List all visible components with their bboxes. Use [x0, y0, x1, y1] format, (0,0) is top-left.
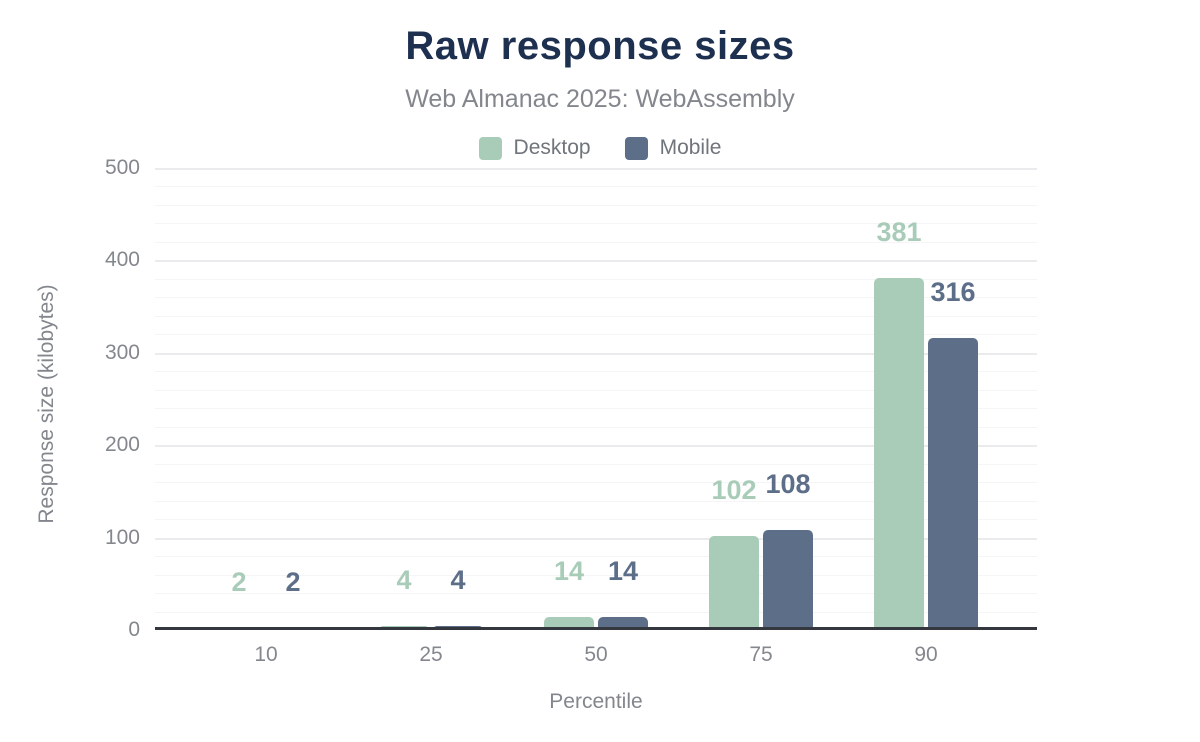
x-tick-label-90: 90	[914, 643, 938, 666]
gridline-minor-260	[155, 390, 1037, 391]
x-axis-title: Percentile	[549, 690, 643, 713]
data-label-mobile-p75: 108	[765, 469, 811, 499]
data-label-desktop-p25: 4	[396, 565, 412, 595]
bar-mobile-p50	[598, 617, 648, 630]
gridline-minor-320	[155, 334, 1037, 335]
gridline-minor-220	[155, 427, 1037, 428]
x-tick-label-25: 25	[419, 643, 443, 666]
gridline-major-100	[155, 538, 1037, 540]
x-tick-label-75: 75	[749, 643, 773, 666]
x-tick-label-50: 50	[584, 643, 608, 666]
gridline-minor-120	[155, 519, 1037, 520]
data-label-mobile-p10: 2	[285, 567, 301, 597]
y-axis-title: Response size (kilobytes)	[35, 284, 58, 524]
data-label-desktop-p10: 2	[231, 567, 247, 597]
gridline-minor-380	[155, 279, 1037, 280]
gridline-minor-340	[155, 316, 1037, 317]
x-axis-line	[155, 627, 1037, 630]
mobile-swatch-icon	[624, 136, 648, 160]
gridline-minor-480	[155, 186, 1037, 187]
bar-desktop-p90	[874, 277, 924, 630]
data-label-desktop-p90: 381	[876, 217, 922, 247]
gridline-major-400	[155, 260, 1037, 262]
bar-desktop-p50	[544, 617, 594, 630]
y-tick-label-200: 200	[104, 433, 140, 456]
y-tick-label-300: 300	[104, 341, 140, 364]
chart-title: Raw response sizes	[405, 24, 795, 68]
bar-desktop-p75	[709, 535, 759, 630]
gridline-major-500	[155, 168, 1037, 170]
bar-mobile-p75	[763, 530, 813, 630]
data-label-desktop-p50: 14	[553, 556, 585, 586]
gridline-major-200	[155, 445, 1037, 447]
gridline-minor-60	[155, 575, 1037, 576]
gridline-minor-180	[155, 464, 1037, 465]
chart-subtitle: Web Almanac 2025: WebAssembly	[405, 85, 795, 113]
x-axis-tick-labels: 10 25 50 75 90	[155, 643, 1037, 667]
gridline-minor-80	[155, 556, 1037, 557]
legend-item-desktop[interactable]: Desktop	[478, 136, 591, 160]
data-label-mobile-p25: 4	[450, 565, 466, 595]
plot-area: 0 100 200 300 400 500 2 2 4 4 14 14 102 108 381 316	[105, 157, 1037, 641]
gridline-minor-40	[155, 593, 1037, 594]
data-label-mobile-p50: 14	[607, 556, 639, 586]
y-tick-label-100: 100	[104, 526, 140, 549]
gridline-minor-140	[155, 501, 1037, 502]
y-tick-label-0: 0	[128, 618, 140, 641]
gridline-minor-160	[155, 482, 1037, 483]
gridline-minor-280	[155, 371, 1037, 372]
x-tick-label-10: 10	[254, 643, 278, 666]
gridline-major-300	[155, 353, 1037, 355]
desktop-swatch-icon	[478, 136, 502, 160]
gridline-minor-360	[155, 297, 1037, 298]
gridline-minor-460	[155, 205, 1037, 206]
legend-label-mobile: Mobile	[659, 136, 722, 159]
gridline-minor-440	[155, 223, 1037, 224]
data-label-mobile-p90: 316	[930, 277, 976, 307]
gridline-minor-240	[155, 408, 1037, 409]
legend-item-mobile[interactable]: Mobile	[624, 136, 722, 160]
legend: Desktop Mobile	[0, 136, 1200, 160]
bar-mobile-p90	[928, 338, 978, 630]
gridline-minor-20	[155, 612, 1037, 613]
gridline-minor-420	[155, 242, 1037, 243]
y-tick-label-500: 500	[104, 156, 140, 179]
data-label-desktop-p75: 102	[711, 475, 757, 505]
legend-label-desktop: Desktop	[513, 136, 591, 159]
y-tick-label-400: 400	[104, 248, 140, 271]
